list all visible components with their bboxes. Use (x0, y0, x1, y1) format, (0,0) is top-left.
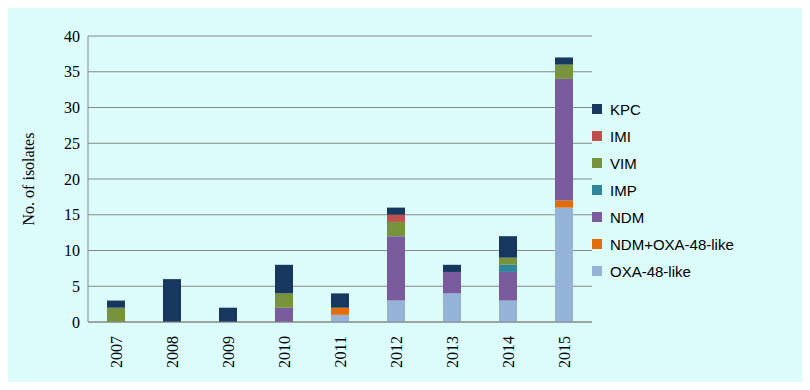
svg-text:2010: 2010 (276, 336, 293, 368)
svg-text:2008: 2008 (164, 336, 181, 368)
svg-text:2011: 2011 (332, 336, 349, 367)
svg-text:2007: 2007 (108, 336, 125, 368)
html-text:NDM: NDM (610, 208, 645, 226)
svg-text:5: 5 (72, 278, 80, 295)
svg-text:No. of isolates: No. of isolates (20, 133, 37, 226)
svg-text:2014: 2014 (500, 336, 517, 368)
svg-text:20: 20 (64, 171, 80, 188)
svg-text:40: 40 (64, 28, 80, 45)
html-text:KPC: KPC (610, 100, 641, 118)
svg-text:2012: 2012 (388, 336, 405, 368)
svg-text:2013: 2013 (444, 336, 461, 368)
svg-text:0: 0 (72, 314, 80, 331)
html-text:IMI: IMI (610, 127, 631, 145)
svg-text:25: 25 (64, 135, 80, 152)
svg-text:2015: 2015 (556, 336, 573, 368)
svg-text:30: 30 (64, 99, 80, 116)
svg-text:35: 35 (64, 63, 80, 80)
svg-text:2009: 2009 (220, 336, 237, 368)
html-text:NDM+OXA-48-like: NDM+OXA-48-like (610, 235, 734, 253)
html-text:IMP: IMP (610, 181, 637, 199)
svg-text:10: 10 (64, 242, 80, 259)
svg-text:15: 15 (64, 206, 80, 223)
html-text:OXA-48-like: OXA-48-like (610, 262, 691, 280)
html-text:VIM: VIM (610, 154, 637, 172)
